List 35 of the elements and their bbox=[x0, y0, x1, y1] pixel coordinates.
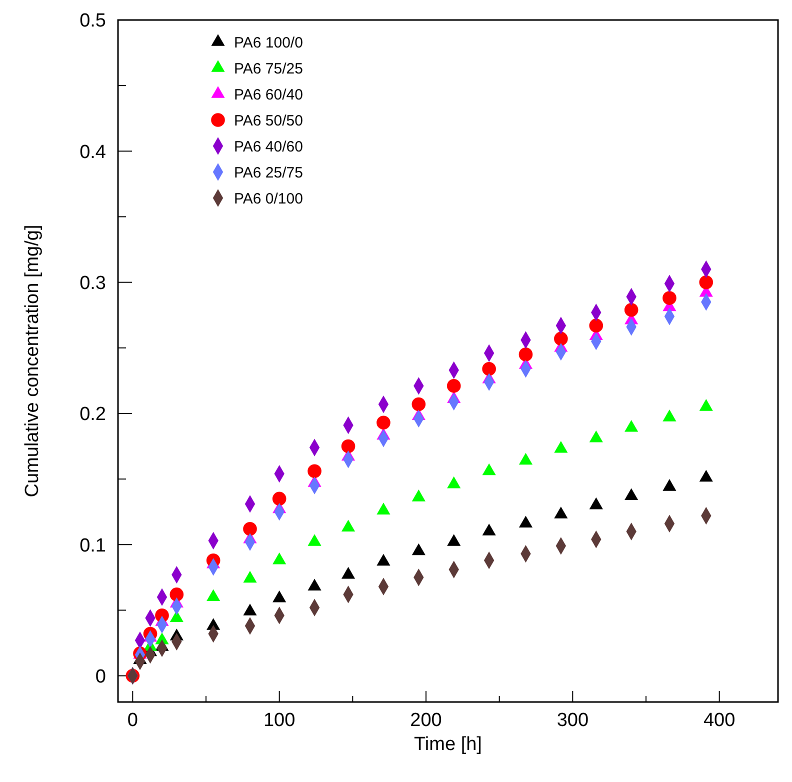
x-tick-label: 100 bbox=[263, 710, 296, 731]
point bbox=[170, 588, 184, 602]
x-tick-label: 0 bbox=[127, 710, 138, 731]
y-axis-title: Cumulative concentration [mg/g] bbox=[22, 224, 43, 498]
point bbox=[308, 464, 322, 478]
legend-label: PA6 50/50 bbox=[234, 112, 303, 130]
point bbox=[412, 397, 426, 412]
y-tick-label: 0.1 bbox=[80, 535, 106, 556]
point bbox=[518, 348, 533, 362]
point bbox=[482, 362, 496, 376]
point bbox=[624, 302, 638, 317]
x-tick-label: 300 bbox=[556, 710, 589, 731]
y-tick-label: 0.4 bbox=[80, 142, 106, 163]
y-tick-label: 0 bbox=[95, 666, 106, 688]
point bbox=[272, 492, 286, 506]
legend-label: PA6 60/40 bbox=[234, 86, 303, 104]
y-tick-label: 0.5 bbox=[80, 10, 106, 32]
point bbox=[341, 439, 356, 454]
legend-label: PA6 0/100 bbox=[234, 190, 303, 208]
y-tick-label: 0.2 bbox=[80, 404, 106, 426]
point bbox=[243, 522, 257, 536]
point bbox=[554, 332, 568, 346]
point bbox=[699, 275, 714, 290]
x-axis-title: Time [h] bbox=[414, 734, 482, 755]
legend-label: PA6 40/60 bbox=[234, 138, 303, 156]
legend-label: PA6 100/0 bbox=[234, 34, 303, 52]
legend-label: PA6 75/25 bbox=[234, 60, 303, 78]
point bbox=[376, 416, 390, 430]
x-tick-label: 200 bbox=[410, 710, 442, 731]
point bbox=[446, 379, 461, 393]
x-tick-label: 400 bbox=[703, 710, 736, 731]
legend-label: PA6 25/75 bbox=[234, 164, 303, 182]
point bbox=[589, 318, 604, 332]
y-tick-label: 0.3 bbox=[80, 272, 106, 294]
point bbox=[662, 291, 676, 305]
